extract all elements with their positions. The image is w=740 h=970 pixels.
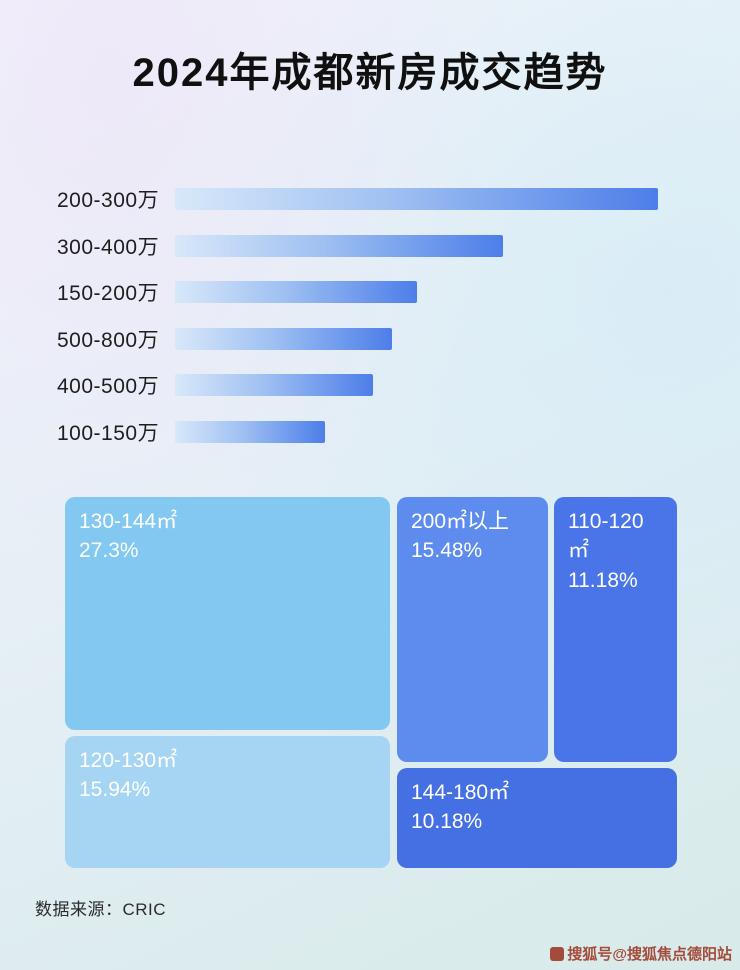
bar-label: 400-500万 (57, 375, 160, 399)
treemap-label: 120-130㎡ (79, 749, 178, 772)
bar-row: 400-500万 (57, 362, 658, 409)
bar-track (175, 374, 658, 397)
bar (175, 327, 393, 350)
page-title: 2024年成都新房成交趋势 (132, 51, 608, 95)
treemap-block-110-120: 110-120㎡ 11.18% (554, 497, 677, 762)
watermark: 搜狐号@搜狐焦点德阳站 (550, 943, 732, 964)
bar-row: 200-300万 (57, 176, 658, 223)
area-range-treemap: 130-144㎡ 27.3% 200㎡以上 15.48% 110-120㎡ 11… (65, 497, 677, 868)
treemap-label: 130-144㎡ (79, 510, 178, 533)
treemap-block-120-130: 120-130㎡ 15.94% (65, 736, 390, 868)
bar-row: 150-200万 (57, 269, 658, 316)
sohu-logo-icon (550, 946, 565, 961)
bar-label: 100-150万 (57, 421, 160, 445)
data-source: 数据来源：CRIC (35, 900, 167, 919)
treemap-block-200-plus: 200㎡以上 15.48% (397, 497, 548, 762)
treemap-label: 144-180㎡ (411, 781, 510, 804)
bar-label: 300-400万 (57, 235, 160, 259)
bar-label: 500-800万 (57, 328, 160, 352)
bar-row: 300-400万 (57, 223, 658, 270)
bar-row: 100-150万 (57, 409, 658, 456)
bar-track (175, 188, 658, 211)
bar-track (175, 420, 658, 443)
treemap-value: 15.94% (79, 778, 151, 802)
bar-track (175, 281, 658, 304)
bar-track (175, 327, 658, 350)
bar-track (175, 234, 658, 257)
bar (175, 374, 374, 397)
bar (175, 234, 504, 257)
treemap-value: 27.3% (79, 539, 139, 563)
treemap-label: 110-120㎡ (568, 510, 644, 563)
treemap-value: 15.48% (411, 539, 483, 563)
treemap-value: 11.18% (568, 568, 638, 592)
treemap-block-130-144: 130-144㎡ 27.3% (65, 497, 390, 730)
bar-label: 200-300万 (57, 189, 160, 213)
watermark-text: 搜狐号@搜狐焦点德阳站 (567, 946, 732, 963)
bar (175, 281, 417, 304)
bar-row: 500-800万 (57, 316, 658, 363)
treemap-label: 200㎡以上 (411, 510, 510, 533)
treemap-value: 10.18% (411, 810, 483, 834)
bar (175, 188, 658, 211)
treemap-block-144-180: 144-180㎡ 10.18% (397, 768, 677, 868)
bar (175, 420, 325, 443)
bar-label: 150-200万 (57, 282, 160, 306)
price-range-bar-chart: 200-300万 300-400万 150-200万 500-800万 400-… (57, 176, 658, 455)
